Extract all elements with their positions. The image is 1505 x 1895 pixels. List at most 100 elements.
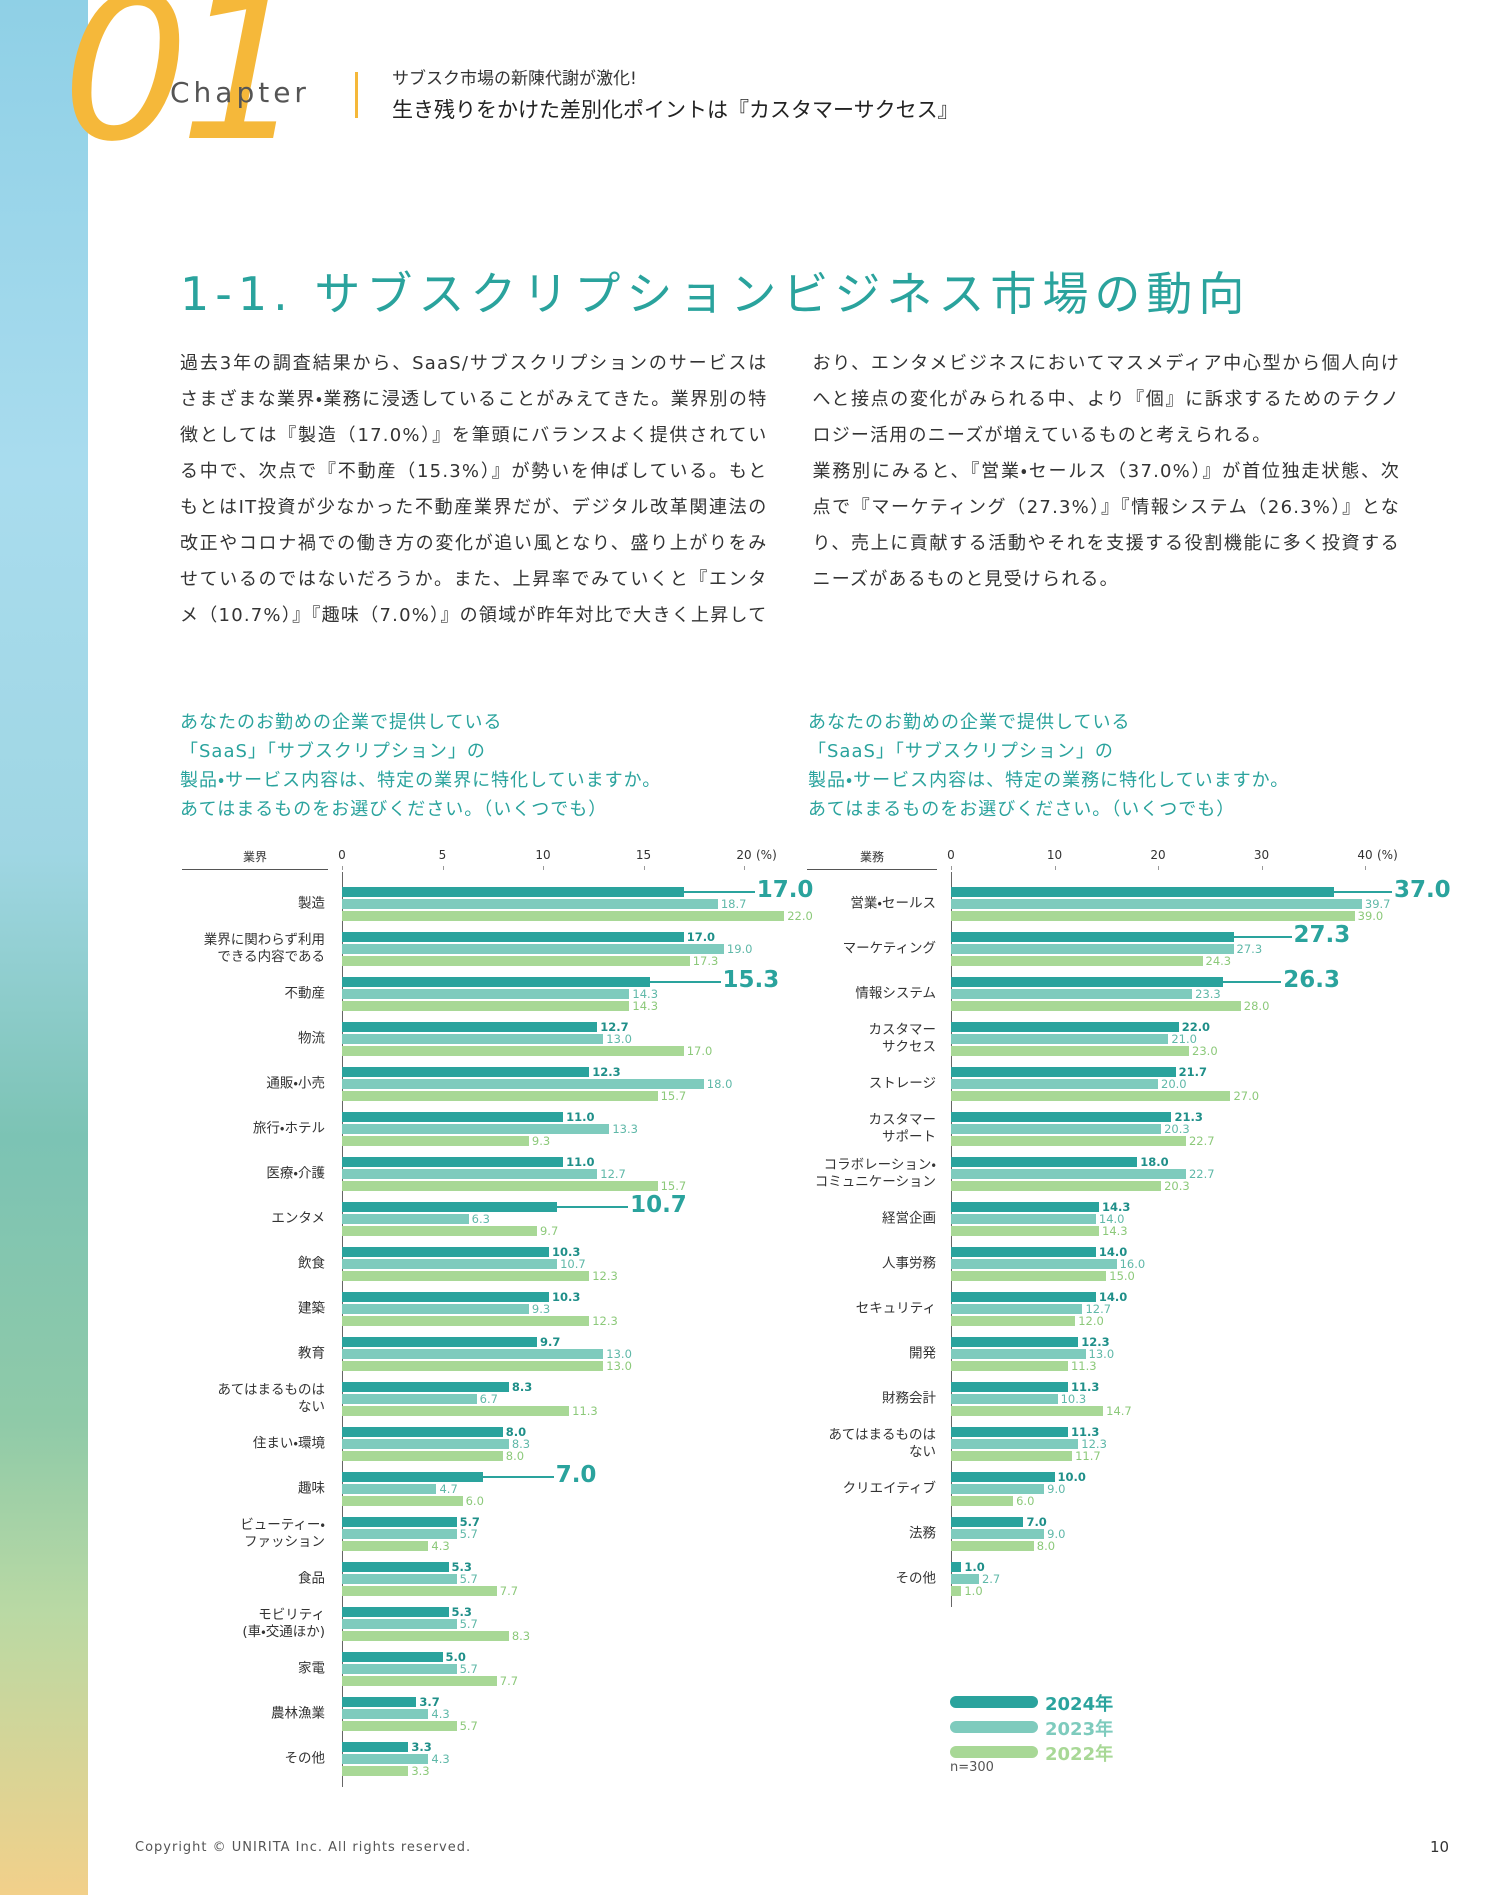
bar — [951, 887, 1334, 897]
axis-line — [951, 872, 952, 1607]
value-label: 9.0 — [1047, 1482, 1066, 1496]
tick-mark — [342, 866, 343, 870]
x-tick-label: 30 — [1253, 848, 1270, 862]
highlight-value-label: 15.3 — [722, 967, 780, 993]
bar — [342, 899, 718, 909]
bar — [951, 1124, 1162, 1134]
category-label: 開発 — [909, 1345, 936, 1362]
value-label: 27.3 — [1236, 942, 1263, 956]
value-label: 18.7 — [720, 897, 747, 911]
bar — [951, 1304, 1083, 1314]
legend-label: 2023年 — [1045, 1719, 1114, 1740]
bar — [951, 1091, 1231, 1101]
value-label: 12.3 — [592, 1314, 618, 1328]
bar — [342, 1349, 604, 1359]
value-label: 12.3 — [592, 1269, 618, 1283]
copyright: Copyright © UNIRITA Inc. All rights rese… — [135, 1840, 472, 1855]
category-label: 業界に関わらず利用 できる内容である — [203, 932, 325, 965]
category-label: 経営企画 — [882, 1210, 936, 1227]
value-label: 7.7 — [499, 1584, 519, 1598]
tick-mark — [442, 866, 444, 870]
legend-swatch — [950, 1696, 1038, 1708]
bar — [951, 1202, 1099, 1212]
legend-label: 2022年 — [1045, 1744, 1114, 1765]
bar — [342, 1304, 529, 1314]
value-label: 4.3 — [431, 1707, 450, 1721]
value-label: 11.0 — [566, 1155, 595, 1169]
bar — [951, 1472, 1055, 1482]
category-label: モビリティ (車・交通ほか) — [242, 1607, 325, 1640]
value-label: 6.0 — [465, 1494, 484, 1508]
highlight-value-label: 7.0 — [555, 1462, 597, 1488]
bar — [951, 1226, 1099, 1236]
bar — [951, 1247, 1096, 1257]
value-label: 14.0 — [1098, 1290, 1128, 1304]
value-label: 11.3 — [572, 1404, 598, 1418]
bar — [342, 1439, 509, 1449]
highlight-value-label: 17.0 — [756, 877, 814, 903]
value-label: 13.3 — [612, 1122, 638, 1136]
value-label: 14.7 — [1106, 1404, 1132, 1418]
leader-line — [649, 981, 721, 983]
bar — [342, 956, 690, 966]
bar — [951, 1271, 1107, 1281]
bar — [951, 1562, 962, 1572]
value-label: 23.0 — [1192, 1044, 1218, 1058]
page-number: 10 — [1430, 1838, 1450, 1856]
category-label: 建築 — [298, 1300, 325, 1317]
value-label: 13.0 — [606, 1347, 632, 1361]
bar — [342, 1676, 497, 1686]
value-label: 11.3 — [1070, 1359, 1097, 1373]
section-title: 1-1. サブスクリプションビジネス市場の動向 — [180, 267, 1251, 321]
highlight-value-label: 10.7 — [630, 1192, 687, 1218]
bar — [951, 1169, 1186, 1179]
category-label: その他 — [895, 1570, 937, 1587]
highlight-value-label: 37.0 — [1393, 877, 1451, 903]
value-label: 10.0 — [1057, 1470, 1086, 1484]
x-tick-label: 10 — [1046, 848, 1063, 862]
value-label: 11.3 — [1070, 1425, 1100, 1439]
bar — [951, 1382, 1068, 1392]
tick-mark — [1054, 866, 1056, 870]
bar — [342, 1316, 590, 1326]
category-label: エンタメ — [271, 1210, 325, 1227]
x-tick-label: 0 — [947, 848, 955, 862]
bar — [951, 1517, 1024, 1527]
leader-line — [557, 1206, 629, 1208]
leader-line — [1333, 891, 1392, 893]
bar — [342, 1361, 604, 1371]
tick-mark — [1261, 866, 1263, 870]
value-label: 16.0 — [1119, 1257, 1146, 1271]
value-label: 39.7 — [1364, 897, 1391, 911]
category-label: 農林漁業 — [271, 1705, 325, 1722]
category-label: 物流 — [298, 1030, 325, 1047]
paragraph: 業務別にみると、『営業・セールス（37.0%）』が首位独走状態、次点で『マーケテ… — [812, 461, 1400, 590]
category-label: 食品 — [298, 1570, 325, 1587]
value-label: 5.3 — [451, 1560, 472, 1574]
value-label: 18.0 — [706, 1077, 733, 1091]
divider — [355, 72, 358, 118]
value-label: 22.0 — [787, 909, 813, 923]
bar — [951, 1529, 1045, 1539]
value-label: 21.3 — [1174, 1110, 1203, 1124]
category-axis-label: 業務 — [859, 850, 885, 864]
value-label: 17.0 — [686, 930, 716, 944]
leader-line — [1233, 936, 1292, 938]
tick-mark — [1365, 866, 1366, 870]
bar — [342, 1406, 570, 1416]
bar — [342, 1394, 477, 1404]
watercolor-strip — [0, 0, 88, 1895]
value-label: 11.7 — [1075, 1449, 1101, 1463]
value-label: 14.3 — [632, 999, 659, 1013]
value-label: 9.0 — [1047, 1527, 1066, 1541]
tick-mark — [643, 866, 645, 870]
bar — [342, 1136, 529, 1146]
value-label: 13.0 — [606, 1032, 632, 1046]
value-label: 21.0 — [1171, 1032, 1197, 1046]
value-label: 8.3 — [511, 1437, 531, 1451]
category-label: 旅行・ホテル — [252, 1120, 325, 1137]
bar — [342, 989, 630, 999]
x-tick-label: 15 — [635, 848, 652, 862]
value-label: 3.3 — [411, 1764, 430, 1778]
bar — [951, 1112, 1172, 1122]
